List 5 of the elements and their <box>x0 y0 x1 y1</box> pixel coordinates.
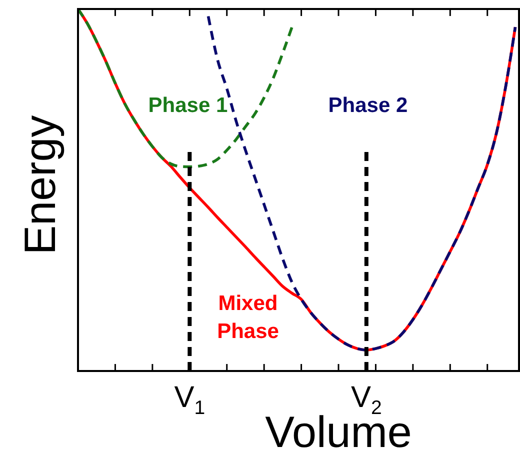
series-label: Phase 1 <box>148 94 228 117</box>
series-label: Mixed Phase <box>217 292 279 343</box>
y-axis-title: Energy <box>16 115 65 255</box>
text: Phase 2 <box>328 94 408 117</box>
x-tick-label: V$_{1}$ <box>174 381 206 419</box>
